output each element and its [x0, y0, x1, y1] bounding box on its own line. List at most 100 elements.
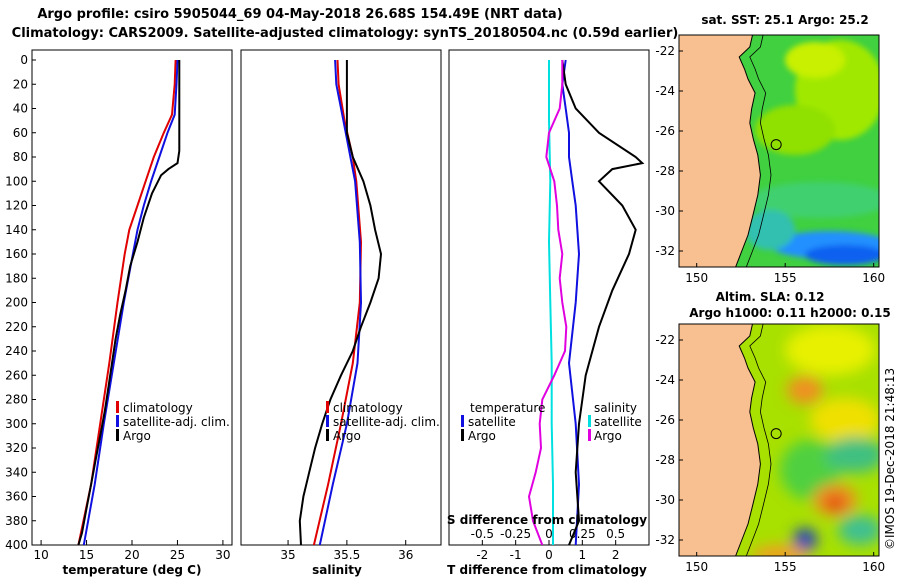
legend-swatch-satellite-adj	[116, 415, 119, 427]
map-x-tick-label: 155	[774, 271, 797, 285]
x-tick-label: 35.5	[334, 548, 361, 562]
depth-tick-label: 140	[5, 223, 28, 237]
series-line-satellite-adj-clim-	[82, 59, 179, 545]
series-line-s-argo	[527, 60, 568, 545]
depth-tick-label: 120	[5, 199, 28, 213]
legend-swatch-climatology	[116, 401, 119, 413]
sla-map-title: Altim. SLA: 0.12	[716, 290, 825, 304]
series-line-t-satellite	[561, 59, 581, 545]
map-y-tick-label: -28	[655, 164, 675, 178]
legend-swatch-satellite-adj	[326, 415, 329, 427]
sst-map-title: sat. SST: 25.1 Argo: 25.2	[701, 13, 868, 27]
map-x-tick-label: 160	[862, 560, 885, 574]
temperature-panel: 10 15 20 25 30 temperature (deg C) climatolo…	[33, 59, 231, 577]
series-line-argo	[298, 60, 383, 545]
salinity-panel-frame	[240, 49, 442, 546]
legend-swatch-t-argo	[461, 429, 464, 441]
salinity-axis-label: salinity	[312, 563, 362, 577]
sla-map-frame	[678, 323, 880, 557]
series-line-climatology	[77, 59, 177, 545]
t-difference-axis-label: T difference from climatology	[447, 563, 647, 577]
series-line-t-argo	[561, 59, 645, 545]
depth-tick-label: 20	[13, 77, 28, 91]
depth-tick-label: 0	[20, 53, 28, 67]
x2-tick-label: -0.5	[471, 527, 494, 541]
depth-tick-label: 380	[5, 514, 28, 528]
temperature-legend: climatology satellite-adj. clim. Argo	[116, 401, 230, 443]
map-x-tick-label: 155	[774, 560, 797, 574]
temperature-series	[77, 59, 181, 545]
legend-title-salinity: salinity	[594, 401, 637, 415]
map-y-tick-label: -32	[655, 244, 675, 258]
temperature-axis-label: temperature (deg C)	[63, 563, 202, 577]
legend-swatch-climatology	[326, 401, 329, 413]
imos-credit: ©IMOS 19-Dec-2018 21:48:13	[883, 368, 897, 550]
depth-tick-label: 240	[5, 344, 28, 358]
x-tick-label: 36	[398, 548, 413, 562]
legend-label-t-argo: Argo	[468, 429, 496, 443]
legend-swatch-t-satellite	[461, 415, 464, 427]
argo-location-marker	[770, 139, 782, 151]
x2-tick-label: 0	[545, 527, 553, 541]
argo-location-marker	[770, 428, 782, 440]
legend-label-climatology: climatology	[123, 401, 193, 415]
sla-map-axes: 150 155 160 -22 -24 -26 -28 -30 -32	[655, 333, 885, 574]
depth-axis: 0 20 40 60 80 100 120 140 160 180 200 220 240 260 280 3…	[5, 53, 36, 552]
depth-tick-label: 340	[5, 465, 28, 479]
depth-tick-label: 400	[5, 538, 28, 552]
salinity-x-axis: 35 35.5 36	[280, 540, 413, 562]
depth-tick-label: 60	[13, 126, 28, 140]
legend-label-satellite-adj: satellite-adj. clim.	[123, 415, 230, 429]
x-tick-label: -2	[476, 548, 488, 562]
x-tick-label: 10	[33, 548, 48, 562]
s-difference-axis-label: S difference from climatology	[447, 513, 647, 527]
sla-map-land	[679, 324, 772, 556]
map-y-tick-label: -30	[655, 493, 675, 507]
legend-label-climatology: climatology	[333, 401, 403, 415]
map-y-tick-label: -22	[655, 333, 675, 347]
legend-label-argo: Argo	[123, 429, 151, 443]
series-line-satellite-adj-clim-	[318, 59, 363, 545]
legend-label-t-satellite: satellite	[468, 415, 516, 429]
depth-tick-label: 320	[5, 441, 28, 455]
figure-title-line2: Climatology: CARS2009. Satellite-adjuste…	[12, 26, 679, 41]
x-tick-label: 15	[79, 548, 94, 562]
legend-label-s-argo: Argo	[594, 429, 622, 443]
sst-map-frame	[678, 34, 880, 268]
depth-tick-label: 360	[5, 490, 28, 504]
map-y-tick-label: -30	[655, 204, 675, 218]
x-tick-label: 1	[579, 548, 587, 562]
x2-tick-label: 0.5	[606, 527, 625, 541]
depth-tick-label: 200	[5, 296, 28, 310]
salinity-series	[298, 59, 383, 545]
legend-label-s-satellite: satellite	[594, 415, 642, 429]
series-line-s-climatology	[547, 60, 554, 545]
difference-panel: -2 -1 0 1 2 -0.5 -0.25 0 0.25 0.5 T difference f…	[447, 59, 647, 577]
legend-swatch-s-satellite	[588, 415, 591, 427]
series-line-argo	[77, 60, 181, 545]
legend-label-argo: Argo	[333, 429, 361, 443]
legend-swatch-argo	[116, 429, 119, 441]
map-y-tick-label: -28	[655, 453, 675, 467]
map-y-tick-label: -26	[655, 413, 675, 427]
map-y-tick-label: -24	[655, 373, 675, 387]
t-difference-x-axis: -2 -1 0 1 2	[476, 540, 619, 562]
difference-legend-temperature: temperature satellite Argo	[461, 401, 545, 443]
shelf-contour	[745, 35, 772, 267]
sla-map-field	[752, 325, 879, 556]
depth-tick-label: 100	[5, 174, 28, 188]
map-x-tick-label: 150	[685, 271, 708, 285]
map-y-tick-label: -22	[655, 44, 675, 58]
map-x-tick-label: 160	[862, 271, 885, 285]
sla-map-subtitle: Argo h1000: 0.11 h2000: 0.15	[689, 306, 890, 320]
x-tick-label: 20	[124, 548, 139, 562]
salinity-legend: climatology satellite-adj. clim. Argo	[326, 401, 440, 443]
legend-label-satellite-adj: satellite-adj. clim.	[333, 415, 440, 429]
temperature-x-axis: 10 15 20 25 30	[33, 540, 231, 562]
depth-tick-label: 280	[5, 393, 28, 407]
map-y-tick-label: -32	[655, 533, 675, 547]
depth-tick-label: 180	[5, 271, 28, 285]
sst-map-field	[745, 40, 879, 265]
depth-tick-label: 300	[5, 417, 28, 431]
depth-tick-label: 80	[13, 150, 28, 164]
